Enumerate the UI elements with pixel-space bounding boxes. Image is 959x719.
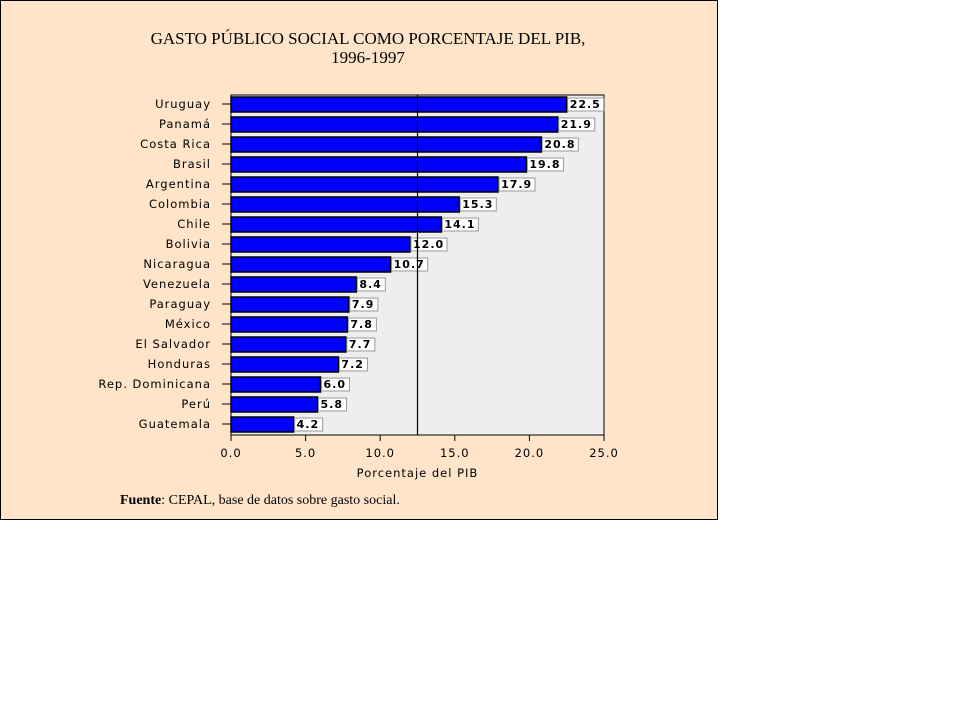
data-label-box [391, 257, 429, 272]
bar [230, 96, 568, 113]
bar [230, 176, 499, 193]
data-label-box [410, 237, 448, 252]
x-axis-label: Porcentaje del PIB [357, 466, 479, 480]
bar [230, 316, 349, 333]
x-tick-label: 25.0 [589, 446, 619, 460]
category-label: Rep. Dominicana [98, 377, 211, 391]
data-label-box [321, 377, 351, 392]
category-label: Bolivia [166, 237, 211, 251]
category-label: El Salvador [135, 337, 211, 351]
category-label: Panamá [159, 117, 211, 131]
data-label: 14.1 [444, 218, 475, 231]
source-note: Fuente: CEPAL, base de datos sobre gasto… [120, 493, 400, 509]
bar-chart: Uruguay 22.5 Panamá 21.9 Costa Rica 20.8 Brasi… [98, 94, 619, 480]
x-tick-label: 15.0 [440, 446, 470, 460]
category-label: Colombia [149, 197, 211, 211]
chart-title: GASTO PÚBLICO SOCIAL COMO PORCENTAJE DEL… [1, 29, 735, 67]
category-label: México [165, 317, 211, 331]
data-label: 4.2 [297, 418, 320, 431]
source-label: Fuente [120, 493, 162, 508]
data-label: 21.9 [561, 118, 592, 131]
category-label: Perú [181, 397, 211, 411]
bar [230, 196, 461, 213]
data-label: 7.7 [349, 338, 372, 351]
x-tick-label: 5.0 [295, 446, 316, 460]
data-label-box [541, 137, 579, 152]
data-label: 8.4 [359, 278, 382, 291]
data-label: 10.7 [394, 258, 425, 271]
title-line: GASTO PÚBLICO SOCIAL COMO PORCENTAJE DEL… [150, 29, 586, 48]
bar [230, 256, 392, 273]
category-label: Honduras [148, 357, 211, 371]
bar [230, 396, 319, 413]
x-tick-label: 20.0 [515, 446, 545, 460]
bar [230, 116, 559, 133]
bar [230, 416, 295, 433]
data-label-box [338, 357, 368, 372]
bar [230, 336, 347, 353]
subtitle-line: 1996-1997 [331, 48, 405, 67]
category-label: Chile [177, 217, 211, 231]
data-label-box [349, 297, 379, 312]
data-label: 7.2 [341, 358, 364, 371]
data-label-box [526, 157, 564, 172]
category-label: Argentina [146, 177, 211, 191]
x-tick-label: 10.0 [365, 446, 395, 460]
bar [230, 236, 411, 253]
data-label: 15.3 [462, 198, 493, 211]
bar [230, 216, 443, 233]
data-label: 12.0 [413, 238, 444, 251]
data-label-box [459, 197, 497, 212]
data-label-box [441, 217, 479, 232]
bar [230, 156, 528, 173]
category-label: Venezuela [143, 277, 211, 291]
data-label: 22.5 [570, 98, 601, 111]
data-label: 7.8 [350, 318, 373, 331]
bar [230, 276, 358, 293]
x-tick-label: 0.0 [220, 446, 241, 460]
data-label-box [346, 337, 376, 352]
category-label: Guatemala [139, 417, 211, 431]
bar [230, 356, 340, 373]
data-label: 5.8 [321, 398, 344, 411]
data-label-box [567, 97, 605, 112]
data-label-box [356, 277, 386, 292]
bar [230, 136, 543, 153]
data-label: 6.0 [324, 378, 347, 391]
bar [230, 376, 322, 393]
category-label: Nicaragua [143, 257, 211, 271]
category-label: Uruguay [155, 97, 211, 111]
data-label: 7.9 [352, 298, 375, 311]
data-label: 17.9 [501, 178, 532, 191]
source-text: : CEPAL, base de datos sobre gasto socia… [161, 493, 400, 508]
data-label-box [294, 417, 324, 432]
data-label: 20.8 [544, 138, 575, 151]
data-label-box [558, 117, 596, 132]
category-label: Costa Rica [140, 137, 211, 151]
bar [230, 296, 350, 313]
category-label: Brasil [173, 157, 211, 171]
data-label: 19.8 [529, 158, 560, 171]
data-label-box [498, 177, 536, 192]
data-label-box [347, 317, 377, 332]
data-label-box [318, 397, 348, 412]
category-label: Paraguay [149, 297, 211, 311]
